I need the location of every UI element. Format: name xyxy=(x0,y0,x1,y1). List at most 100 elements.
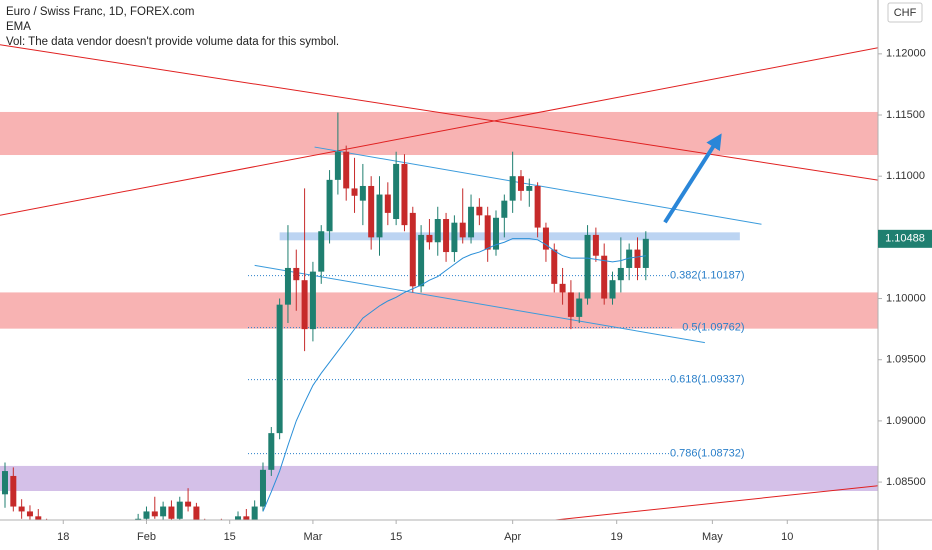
chart-title: Euro / Swiss Franc, 1D, FOREX.com xyxy=(6,6,195,18)
y-tick-label: 1.10000 xyxy=(886,292,926,304)
trendline xyxy=(550,485,878,520)
candle-body xyxy=(459,222,466,238)
trendline xyxy=(0,44,878,181)
price-tag-label: 1.10488 xyxy=(885,233,925,245)
y-tick-label: 1.11000 xyxy=(886,170,925,182)
y-tick-label: 1.12000 xyxy=(886,48,926,60)
candle-body xyxy=(642,238,649,268)
candle-body xyxy=(334,151,341,180)
x-tick-label: May xyxy=(702,531,723,543)
trendline xyxy=(0,47,878,216)
axes: 1.08500 1.09000 1.09500 1.10000 1.11000 1.115… xyxy=(57,48,932,543)
candle-body xyxy=(493,217,500,250)
candle-body xyxy=(609,280,616,299)
y-tick-label: 1.09500 xyxy=(886,354,926,366)
candle-body xyxy=(559,283,566,293)
candle-body xyxy=(284,267,291,305)
zone xyxy=(0,292,878,329)
candle-body xyxy=(567,292,574,317)
candle-body xyxy=(376,194,383,238)
candle-body xyxy=(484,215,491,250)
currency-box[interactable] xyxy=(887,2,923,23)
ema-line xyxy=(262,238,646,512)
candle-body xyxy=(517,176,524,191)
candle-body xyxy=(443,219,450,253)
candle-body xyxy=(168,506,175,519)
candle-body xyxy=(135,518,142,520)
candle-body xyxy=(393,163,400,220)
candle-body xyxy=(368,185,375,238)
price-tag xyxy=(878,229,932,248)
zone xyxy=(0,465,878,492)
fib-label: 0.5(1.09762) xyxy=(682,322,744,334)
candle-body xyxy=(418,234,425,287)
candle-body xyxy=(592,234,599,256)
candle-body xyxy=(309,271,316,330)
candle-body xyxy=(18,506,25,512)
zone xyxy=(279,232,740,241)
x-tick-label: 15 xyxy=(390,531,402,543)
candle-body xyxy=(151,511,158,517)
candle-body xyxy=(426,234,433,243)
candle-body xyxy=(501,200,508,218)
candle-body xyxy=(251,506,258,520)
arrow xyxy=(663,133,722,224)
candle-body xyxy=(626,249,633,268)
candle-body xyxy=(26,511,33,517)
candle-body xyxy=(551,249,558,284)
candle-body xyxy=(526,185,533,191)
candle-body xyxy=(351,188,358,196)
fib-label: 0.382(1.10187) xyxy=(670,270,745,282)
candle-body xyxy=(542,227,549,250)
trendline xyxy=(254,264,705,344)
candle-body xyxy=(243,516,250,520)
fib-label: 0.618(1.09337) xyxy=(670,374,745,386)
candle-body xyxy=(1,471,8,495)
candle-body xyxy=(343,151,350,189)
candle-body xyxy=(301,280,308,330)
candle-body xyxy=(160,506,167,517)
candle-body xyxy=(259,469,266,507)
x-tick-label: 10 xyxy=(781,531,793,543)
candle-body xyxy=(193,506,200,520)
x-tick-label: Feb xyxy=(137,531,156,543)
x-tick-label: Mar xyxy=(303,531,322,543)
candle-body xyxy=(534,185,541,228)
currency[interactable]: CHF xyxy=(894,7,917,19)
subtitle: Vol: The data vendor doesn't provide vol… xyxy=(6,36,339,48)
x-tick-label: 18 xyxy=(57,531,69,543)
candle-body xyxy=(601,255,608,299)
candle-body xyxy=(318,231,325,272)
fib-label: 0.786(1.08732) xyxy=(670,448,745,460)
candle-body xyxy=(185,501,192,507)
candle-body xyxy=(235,516,242,520)
candle-body xyxy=(10,475,17,507)
x-tick-label: 19 xyxy=(611,531,623,543)
candle-body xyxy=(326,179,333,232)
candle-body xyxy=(35,516,42,520)
plot-area: 0.382(1.10187) 0.5(1.09762) 0.618(1.09337)… xyxy=(0,44,878,520)
candle-body xyxy=(451,222,458,253)
candle-body xyxy=(359,185,366,201)
candle-body xyxy=(584,234,591,299)
x-tick-label: Apr xyxy=(504,531,521,543)
y-tick-label: 1.09000 xyxy=(886,415,926,427)
candle-body xyxy=(434,219,441,243)
candle-body xyxy=(268,433,275,470)
candle-body xyxy=(409,212,416,287)
candle-body xyxy=(384,194,391,213)
y-tick-label: 1.08500 xyxy=(886,476,926,488)
candle-body xyxy=(576,298,583,317)
y-tick-label: 1.11500 xyxy=(886,109,925,121)
candle-body xyxy=(468,206,475,238)
candle-body xyxy=(509,176,516,201)
candle-body xyxy=(634,249,641,268)
candle-body xyxy=(617,267,624,281)
candle-body xyxy=(143,511,150,519)
candle-body xyxy=(293,267,300,281)
candle-body xyxy=(276,304,283,434)
x-tick-label: 15 xyxy=(224,531,236,543)
candle-body xyxy=(476,206,483,216)
